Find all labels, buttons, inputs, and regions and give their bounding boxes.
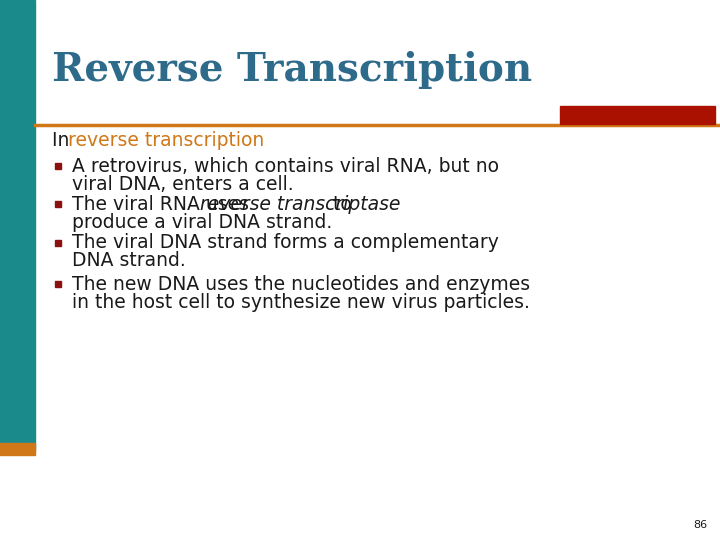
Text: reverse transcriptase: reverse transcriptase [200,194,400,213]
Bar [55,163,61,169]
Text: The viral RNA uses: The viral RNA uses [72,194,255,213]
Text: The viral DNA strand forms a complementary: The viral DNA strand forms a complementa… [72,233,499,253]
Text: DNA strand.: DNA strand. [72,252,186,271]
Bar [0,443,35,455]
Text: A retrovirus, which contains viral RNA, but no: A retrovirus, which contains viral RNA, … [72,157,499,176]
Text: Reverse Transcription: Reverse Transcription [52,51,532,89]
Text: produce a viral DNA strand.: produce a viral DNA strand. [72,213,332,232]
Text: in the host cell to synthesize new virus particles.: in the host cell to synthesize new virus… [72,293,530,312]
Text: to: to [327,194,352,213]
Bar [55,281,61,287]
Text: reverse transcription: reverse transcription [68,131,264,150]
Text: viral DNA, enters a cell.: viral DNA, enters a cell. [72,174,294,193]
Text: 86: 86 [693,520,707,530]
Bar [0,0,35,450]
Text: The new DNA uses the nucleotides and enzymes: The new DNA uses the nucleotides and enz… [72,274,530,294]
Bar [55,240,61,246]
Bar [560,106,715,124]
Text: In: In [52,131,76,150]
Bar [55,201,61,207]
